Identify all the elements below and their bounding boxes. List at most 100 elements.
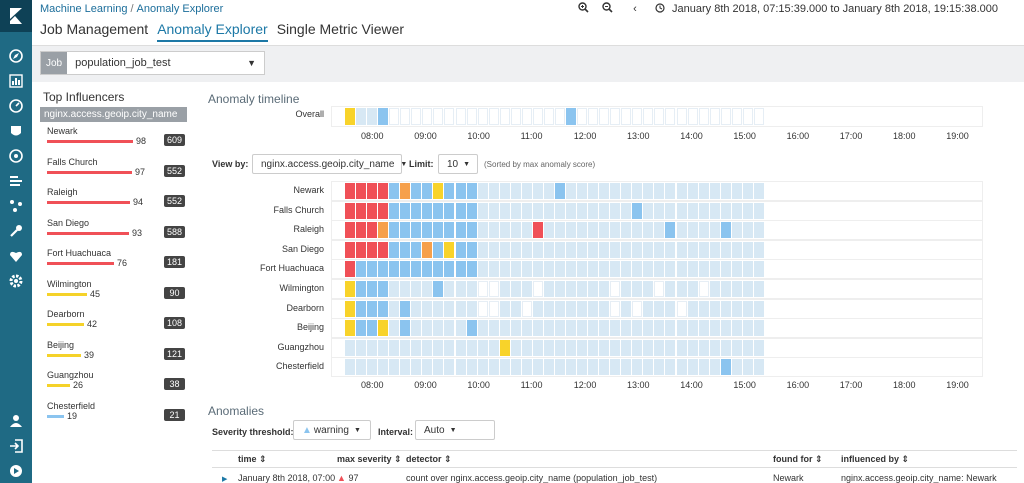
- swimlane-cell[interactable]: [742, 320, 753, 337]
- swimlane-cell[interactable]: [709, 281, 720, 297]
- swimlane-cell[interactable]: [466, 241, 477, 258]
- swimlane-cell[interactable]: [566, 281, 576, 297]
- swimlane-cell[interactable]: [510, 281, 521, 297]
- monitoring-icon[interactable]: [8, 248, 24, 264]
- swimlane-cell[interactable]: [422, 261, 433, 278]
- swimlane-cell[interactable]: [378, 183, 389, 199]
- swimlane-cell[interactable]: [687, 241, 698, 258]
- swimlane-cell[interactable]: [566, 183, 576, 199]
- swimlane-cell[interactable]: [466, 183, 477, 199]
- swimlane-cell[interactable]: [676, 339, 687, 356]
- swimlane-cell[interactable]: [742, 261, 753, 278]
- swimlane-cell[interactable]: [510, 339, 521, 356]
- swimlane-cell[interactable]: [632, 320, 643, 337]
- swimlane-cell[interactable]: [709, 261, 720, 278]
- swimlane-cell[interactable]: [532, 359, 543, 376]
- swimlane-cell[interactable]: [510, 300, 521, 317]
- swimlane-cell[interactable]: [599, 300, 610, 317]
- swimlane-cell[interactable]: [521, 359, 532, 376]
- swimlane-label[interactable]: Chesterfield: [275, 361, 324, 372]
- swimlane-cell[interactable]: [400, 183, 411, 199]
- swimlane-cell[interactable]: [698, 183, 709, 199]
- swimlane-cell[interactable]: [466, 300, 477, 317]
- swimlane-cell[interactable]: [532, 320, 543, 337]
- swimlane-cell[interactable]: [643, 202, 654, 219]
- swimlane-cell[interactable]: [709, 339, 720, 356]
- swimlane-cell[interactable]: [610, 281, 621, 297]
- swimlane-cell[interactable]: [742, 359, 753, 376]
- swimlane-cell[interactable]: [698, 261, 709, 278]
- swimlane-cell[interactable]: [720, 222, 731, 239]
- swimlane-cell[interactable]: [753, 300, 764, 317]
- swimlane-cell[interactable]: [720, 183, 731, 199]
- swimlane-cell[interactable]: [665, 359, 676, 376]
- swimlane-cell[interactable]: [477, 261, 488, 278]
- influencer-name[interactable]: Dearborn: [47, 309, 85, 319]
- overall-cell[interactable]: [687, 108, 698, 125]
- swimlane-cell[interactable]: [356, 241, 367, 258]
- swimlane-cell[interactable]: [554, 261, 565, 278]
- swimlane-cell[interactable]: [654, 261, 665, 278]
- logout-icon[interactable]: [8, 438, 24, 454]
- swimlane-cell[interactable]: [731, 359, 742, 376]
- influencer-name[interactable]: Newark: [47, 126, 78, 136]
- swimlane-label[interactable]: Raleigh: [293, 224, 324, 235]
- swimlane-cell[interactable]: [753, 261, 764, 278]
- swimlane-cell[interactable]: [731, 300, 742, 317]
- overall-cell[interactable]: [422, 108, 433, 125]
- swimlane-cell[interactable]: [444, 281, 455, 297]
- swimlane-cell[interactable]: [554, 281, 565, 297]
- swimlane-cell[interactable]: [444, 300, 455, 317]
- swimlane-cell[interactable]: [731, 241, 742, 258]
- influencer-name[interactable]: Raleigh: [47, 187, 78, 197]
- swimlane-cell[interactable]: [720, 241, 731, 258]
- swimlane-cell[interactable]: [643, 359, 654, 376]
- swimlane-cell[interactable]: [345, 241, 355, 258]
- swimlane-cell[interactable]: [411, 339, 422, 356]
- swimlane-cell[interactable]: [577, 261, 588, 278]
- swimlane-cell[interactable]: [389, 261, 400, 278]
- swimlane-cell[interactable]: [488, 261, 499, 278]
- swimlane-cell[interactable]: [356, 320, 367, 337]
- swimlane-cell[interactable]: [378, 339, 389, 356]
- swimlane-cell[interactable]: [356, 183, 367, 199]
- swimlane-cell[interactable]: [543, 320, 554, 337]
- swimlane-cell[interactable]: [532, 202, 543, 219]
- overall-cell[interactable]: [577, 108, 588, 125]
- influencer-row[interactable]: Newark 98 609: [40, 122, 190, 153]
- swimlane-cell[interactable]: [477, 281, 488, 297]
- swimlane-cell[interactable]: [731, 320, 742, 337]
- influencer-row[interactable]: Chesterfield 19 21: [40, 397, 190, 428]
- swimlane-cell[interactable]: [599, 320, 610, 337]
- overall-cell[interactable]: [676, 108, 687, 125]
- swimlane-cell[interactable]: [499, 183, 510, 199]
- swimlane-cell[interactable]: [698, 281, 709, 297]
- swimlane-cell[interactable]: [499, 202, 510, 219]
- influencer-name[interactable]: San Diego: [47, 217, 90, 228]
- swimlane-cell[interactable]: [588, 320, 599, 337]
- swimlane-cell[interactable]: [676, 183, 687, 199]
- severity-threshold-dropdown[interactable]: ▲ warning ▼: [293, 420, 371, 440]
- swimlane-cell[interactable]: [499, 339, 510, 356]
- col-detector[interactable]: detector ⇕: [406, 454, 452, 464]
- swimlane-cell[interactable]: [577, 183, 588, 199]
- overall-cell[interactable]: [665, 108, 676, 125]
- swimlane-cell[interactable]: [444, 339, 455, 356]
- swimlane-cell[interactable]: [422, 183, 433, 199]
- swimlane-cell[interactable]: [532, 281, 543, 297]
- swimlane-cell[interactable]: [676, 281, 687, 297]
- user-icon[interactable]: [8, 413, 24, 429]
- swimlane-cell[interactable]: [400, 261, 411, 278]
- swimlane-cell[interactable]: [455, 300, 466, 317]
- overall-cell[interactable]: [588, 108, 599, 125]
- swimlane-cell[interactable]: [676, 261, 687, 278]
- swimlane-cell[interactable]: [731, 339, 742, 356]
- swimlane-cell[interactable]: [588, 339, 599, 356]
- swimlane-cell[interactable]: [753, 281, 764, 297]
- swimlane-cell[interactable]: [499, 241, 510, 258]
- col-found-for[interactable]: found for ⇕: [773, 454, 823, 464]
- zoom-in-icon[interactable]: [574, 2, 592, 16]
- swimlane-cell[interactable]: [521, 183, 532, 199]
- swimlane-cell[interactable]: [676, 359, 687, 376]
- swimlane-cell[interactable]: [510, 241, 521, 258]
